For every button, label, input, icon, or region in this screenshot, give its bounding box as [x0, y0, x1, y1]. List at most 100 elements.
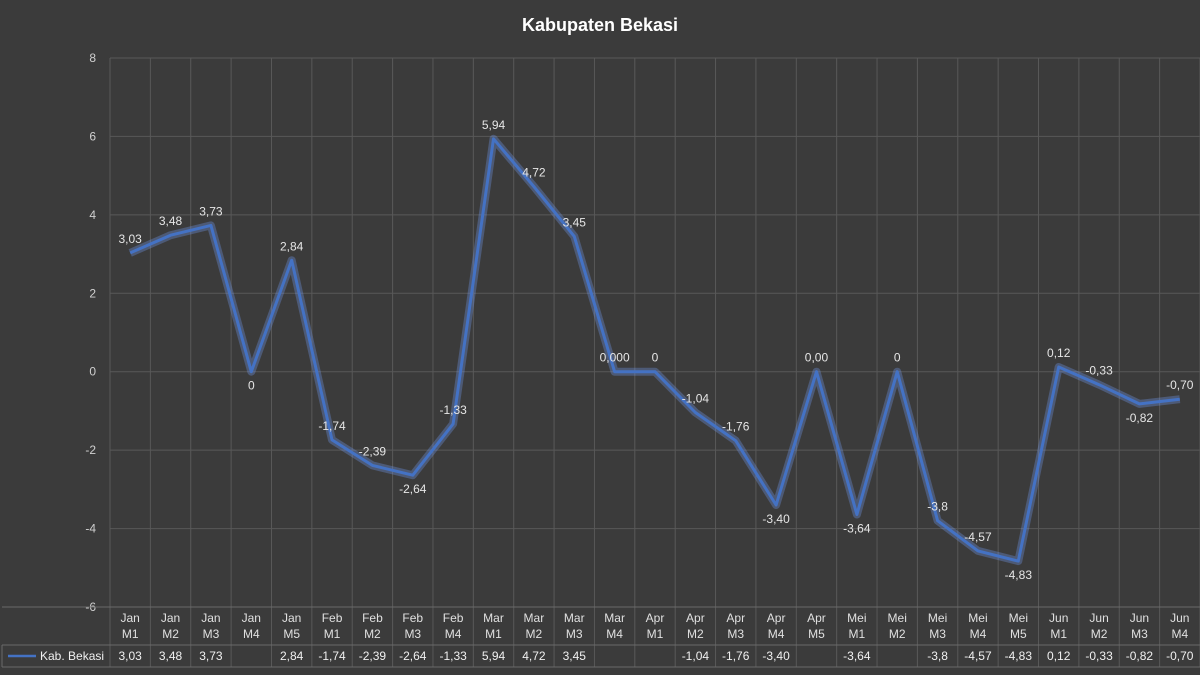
x-tick-label: M4 — [606, 627, 623, 641]
x-tick-label: Mar — [604, 611, 625, 625]
x-tick-label: M1 — [485, 627, 502, 641]
x-tick-label: M4 — [970, 627, 987, 641]
x-tick-label: M3 — [727, 627, 744, 641]
data-label: -1,04 — [682, 391, 710, 405]
data-table-cell: 4,72 — [522, 649, 546, 663]
data-table-cell: -3,64 — [843, 649, 871, 663]
data-table-cell: 3,48 — [159, 649, 183, 663]
x-tick-label: M5 — [808, 627, 825, 641]
data-label: -4,83 — [1005, 568, 1033, 582]
data-table-cell: 0,12 — [1047, 649, 1071, 663]
data-label: -0,70 — [1166, 378, 1194, 392]
chart-title: Kabupaten Bekasi — [521, 15, 679, 35]
data-label: -3,8 — [927, 500, 948, 514]
x-tick-label: Jan — [121, 611, 140, 625]
x-tick-label: Mar — [564, 611, 585, 625]
data-label: 3,73 — [199, 204, 223, 218]
data-table-cell: -1,76 — [722, 649, 750, 663]
data-label: 5,94 — [482, 118, 506, 132]
x-tick-label: M2 — [526, 627, 543, 641]
x-tick-label: Feb — [322, 611, 343, 625]
x-tick-label: M4 — [1171, 627, 1188, 641]
y-tick-label: -2 — [85, 443, 96, 457]
y-tick-label: -4 — [85, 522, 96, 536]
x-tick-label: Mar — [524, 611, 545, 625]
data-table-cell: -4,83 — [1005, 649, 1033, 663]
data-table-cell: -2,39 — [359, 649, 387, 663]
x-tick-label: M2 — [364, 627, 381, 641]
x-tick-label: Jan — [242, 611, 261, 625]
y-tick-label: 0 — [89, 365, 96, 379]
y-tick-label: 8 — [89, 51, 96, 65]
x-tick-label: Jun — [1089, 611, 1108, 625]
x-tick-label: Mar — [483, 611, 504, 625]
x-tick-label: M2 — [687, 627, 704, 641]
data-label: -4,57 — [964, 530, 992, 544]
data-label: -2,39 — [359, 444, 387, 458]
data-table-cell: 3,03 — [119, 649, 143, 663]
x-tick-label: Mei — [928, 611, 947, 625]
x-tick-label: Jan — [201, 611, 220, 625]
data-label: -0,33 — [1085, 364, 1113, 378]
x-tick-label: M4 — [768, 627, 785, 641]
data-label: -1,33 — [439, 403, 467, 417]
legend-label: Kab. Bekasi — [40, 649, 104, 663]
data-label: 0 — [652, 351, 659, 365]
data-label: -2,64 — [399, 482, 427, 496]
data-table-cell: 5,94 — [482, 649, 506, 663]
x-tick-label: M1 — [324, 627, 341, 641]
x-tick-label: Jun — [1170, 611, 1189, 625]
x-tick-label: Jan — [161, 611, 180, 625]
data-label: -0,82 — [1126, 411, 1154, 425]
data-label: 4,72 — [522, 166, 546, 180]
data-label: 0,00 — [805, 351, 829, 365]
data-table-cell: 2,84 — [280, 649, 304, 663]
x-tick-label: Jan — [282, 611, 301, 625]
data-table-cell: -1,33 — [439, 649, 467, 663]
x-tick-label: M5 — [283, 627, 300, 641]
x-tick-label: M3 — [566, 627, 583, 641]
x-tick-label: Feb — [362, 611, 383, 625]
x-tick-label: Mei — [1009, 611, 1028, 625]
x-tick-label: M5 — [1010, 627, 1027, 641]
x-tick-label: Feb — [402, 611, 423, 625]
x-tick-label: M4 — [445, 627, 462, 641]
x-tick-label: M2 — [162, 627, 179, 641]
data-table-cell: -1,04 — [682, 649, 710, 663]
x-tick-label: Apr — [807, 611, 826, 625]
data-label: 0 — [248, 379, 255, 393]
series-line — [129, 137, 1180, 563]
x-tick-label: M3 — [404, 627, 421, 641]
data-table-cell: 3,73 — [199, 649, 223, 663]
data-label: 0,12 — [1047, 346, 1071, 360]
x-tick-label: M1 — [122, 627, 139, 641]
data-label: 3,03 — [119, 232, 143, 246]
x-tick-label: M4 — [243, 627, 260, 641]
data-label: 0,000 — [600, 351, 630, 365]
data-table-cell: -1,74 — [318, 649, 346, 663]
data-table-cell: 3,45 — [563, 649, 587, 663]
data-table-cell: -0,33 — [1085, 649, 1113, 663]
data-label: 2,84 — [280, 239, 304, 253]
data-table-cell: -4,57 — [964, 649, 992, 663]
x-tick-label: M3 — [1131, 627, 1148, 641]
x-tick-label: M1 — [849, 627, 866, 641]
data-label: 0 — [894, 351, 901, 365]
x-tick-label: M3 — [203, 627, 220, 641]
x-tick-label: Jun — [1049, 611, 1068, 625]
x-tick-label: Mei — [968, 611, 987, 625]
data-table-cell: -2,64 — [399, 649, 427, 663]
data-label: -3,40 — [762, 512, 790, 526]
x-tick-label: M2 — [889, 627, 906, 641]
x-tick-label: M1 — [1050, 627, 1067, 641]
data-label: -1,76 — [722, 420, 750, 434]
y-tick-label: 6 — [89, 129, 96, 143]
x-tick-label: Apr — [726, 611, 745, 625]
x-tick-label: M3 — [929, 627, 946, 641]
data-table-cell: -0,82 — [1126, 649, 1154, 663]
data-table-cell: -0,70 — [1166, 649, 1194, 663]
x-tick-label: Jun — [1130, 611, 1149, 625]
x-tick-label: Apr — [646, 611, 665, 625]
